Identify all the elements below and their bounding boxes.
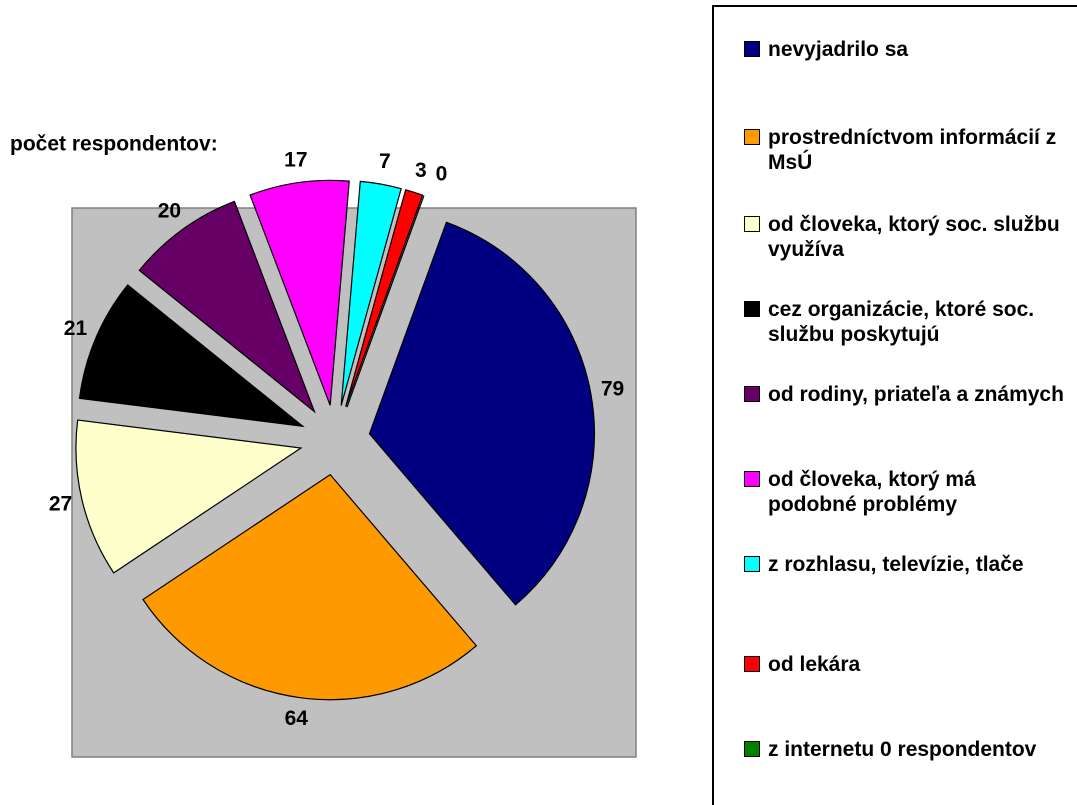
- data-label: 20: [158, 199, 181, 222]
- legend-label: cez organizácie, ktoré soc. službu posky…: [768, 298, 1035, 346]
- legend-label: od rodiny, priateľa a známych: [768, 383, 1064, 406]
- pie-slice: [142, 473, 478, 701]
- chart: počet respondentov: 79 64 27 21 20 17 7 3 0: [10, 133, 637, 758]
- legend-label: od človeka, ktorý má podobné problémy: [768, 468, 976, 516]
- legend-swatch: [744, 301, 760, 317]
- legend-label: od človeka, ktorý soc. službu využíva: [768, 213, 1060, 261]
- legend-label: z internetu 0 respondentov: [768, 738, 1037, 761]
- data-label: 0: [436, 163, 448, 186]
- pie-slice: [138, 200, 316, 414]
- legend-item: cez organizácie, ktoré soc. službu posky…: [744, 297, 1064, 347]
- pie-slice: [368, 221, 596, 606]
- legend-item: od rodiny, priateľa a známych: [744, 382, 1064, 407]
- legend-item: z internetu 0 respondentov: [744, 737, 1064, 762]
- data-label: 21: [64, 317, 88, 340]
- pie-slice: [340, 180, 402, 406]
- legend-item: z rozhlasu, televízie, tlače: [744, 552, 1064, 577]
- legend-swatch: [744, 656, 760, 672]
- legend-swatch: [744, 741, 760, 757]
- legend-swatch: [744, 471, 760, 487]
- data-label: 64: [285, 707, 309, 730]
- data-label: 3: [415, 159, 427, 182]
- legend-label: od lekára: [768, 653, 861, 676]
- legend-item: prostredníctvom informácií z MsÚ: [744, 125, 1064, 175]
- legend-swatch: [744, 556, 760, 572]
- legend-swatch: [744, 41, 760, 57]
- pie-slice: [249, 179, 350, 406]
- legend-label: prostredníctvom informácií z MsÚ: [768, 126, 1057, 174]
- legend-swatch: [744, 129, 760, 145]
- legend-item: od lekára: [744, 652, 1064, 677]
- pie-slice: [78, 284, 305, 428]
- legend-item: od človeka, ktorý má podobné problémy: [744, 467, 1064, 517]
- data-label: 7: [379, 150, 391, 173]
- legend-swatch: [744, 386, 760, 402]
- legend: nevyjadrilo sa prostredníctvom informácií…: [712, 5, 1077, 805]
- pie-slice: [345, 189, 424, 407]
- legend-label: nevyjadrilo sa: [768, 38, 909, 61]
- data-label: 79: [601, 377, 624, 400]
- legend-label: z rozhlasu, televízie, tlače: [768, 553, 1024, 576]
- legend-swatch: [744, 216, 760, 232]
- legend-item: nevyjadrilo sa: [744, 37, 1064, 62]
- data-label: 17: [284, 148, 307, 171]
- data-label: 27: [49, 492, 72, 515]
- pie-slice: [75, 419, 303, 574]
- legend-item: od človeka, ktorý soc. službu využíva: [744, 212, 1064, 262]
- chart-title: počet respondentov:: [10, 133, 218, 156]
- pie-slice: [346, 195, 425, 408]
